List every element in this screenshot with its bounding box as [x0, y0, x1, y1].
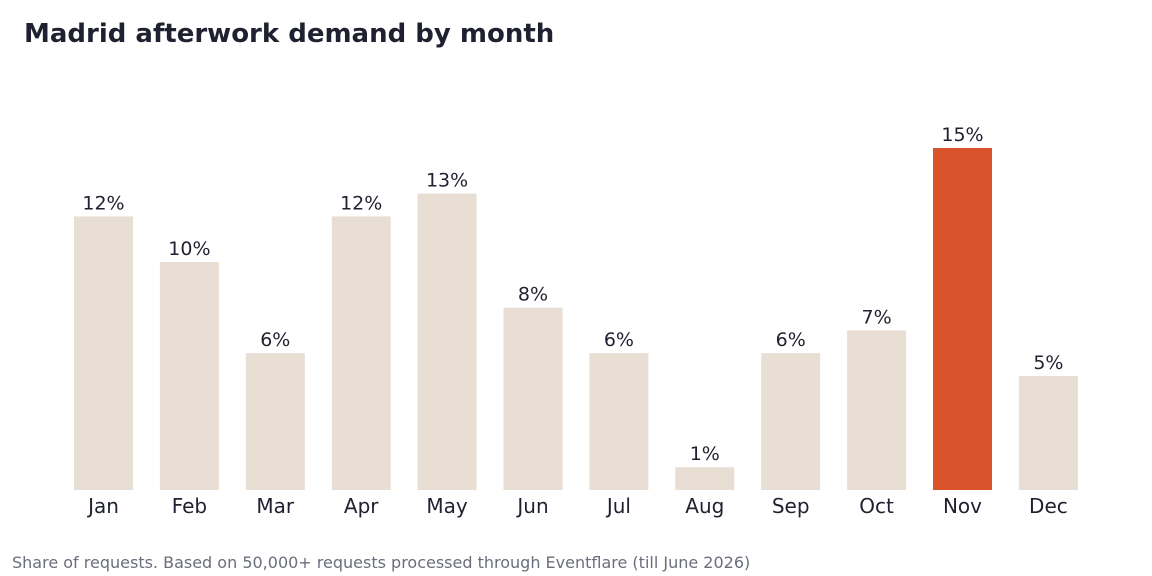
value-label-sep: 6% — [776, 329, 806, 351]
bar-jul — [589, 353, 649, 490]
chart-footnote: Share of requests. Based on 50,000+ requ… — [12, 553, 751, 572]
x-tick-label-feb: Feb — [172, 494, 207, 518]
value-label-aug: 1% — [690, 443, 720, 465]
x-tick-label-apr: Apr — [344, 494, 379, 518]
bar-mar — [245, 353, 305, 490]
bar-apr — [331, 216, 391, 490]
bar-nov — [933, 148, 992, 490]
x-tick-label-dec: Dec — [1029, 494, 1068, 518]
x-tick-label-jun: Jun — [515, 494, 548, 518]
value-label-jul: 6% — [604, 329, 634, 351]
bar-may — [417, 193, 477, 490]
bar-aug — [675, 467, 735, 490]
value-label-oct: 7% — [862, 306, 892, 328]
value-label-may: 13% — [426, 170, 468, 192]
value-label-feb: 10% — [168, 238, 210, 260]
value-label-nov: 15% — [941, 124, 983, 146]
value-label-jan: 12% — [82, 192, 124, 214]
x-tick-label-may: May — [426, 494, 468, 518]
value-label-mar: 6% — [260, 329, 290, 351]
x-tick-label-nov: Nov — [943, 494, 982, 518]
x-tick-label-aug: Aug — [685, 494, 724, 518]
bar-dec — [1018, 376, 1078, 490]
x-tick-label-jul: Jul — [605, 494, 631, 518]
bars-group — [74, 148, 1078, 490]
x-tick-label-sep: Sep — [772, 494, 810, 518]
bar-oct — [847, 330, 907, 490]
value-labels-group: 12% 10% 6% 12% 13% 8% 6% 1% 6% 7% 15% 5% — [82, 124, 1063, 465]
bar-feb — [159, 262, 219, 490]
chart-title: Madrid afterwork demand by month — [24, 19, 555, 49]
x-tick-label-oct: Oct — [859, 494, 894, 518]
bar-sep — [761, 353, 821, 490]
value-label-jun: 8% — [518, 284, 548, 306]
bar-jun — [503, 307, 563, 490]
x-tick-label-mar: Mar — [256, 494, 295, 518]
bar-jan — [74, 216, 133, 490]
value-label-apr: 12% — [340, 192, 382, 214]
value-label-dec: 5% — [1033, 352, 1063, 374]
x-tick-label-jan: Jan — [86, 494, 119, 518]
x-tick-labels-group: Jan Feb Mar Apr May Jun Jul Aug Sep Oct Nov Dec — [86, 494, 1068, 518]
